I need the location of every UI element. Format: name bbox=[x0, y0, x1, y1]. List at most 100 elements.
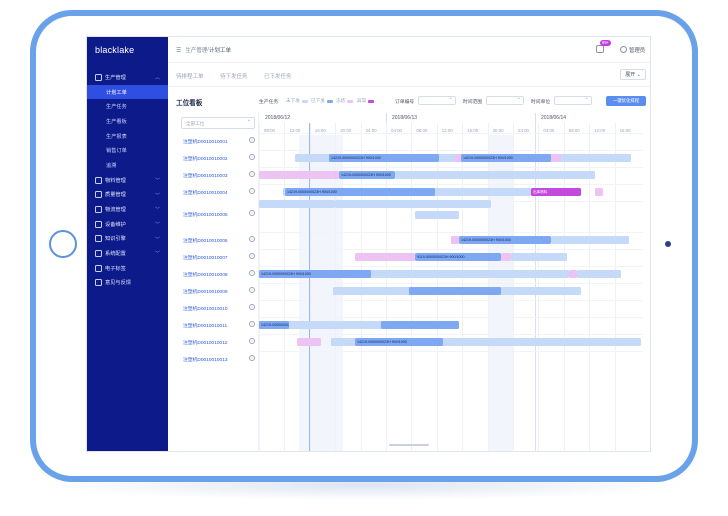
time-range-select[interactable] bbox=[486, 95, 524, 105]
sidebar-item-feedback[interactable]: 意见与反馈 bbox=[87, 276, 168, 291]
time-unit-select[interactable] bbox=[554, 95, 592, 105]
info-icon[interactable]: i bbox=[249, 355, 255, 361]
task-bar[interactable]: 14219-0000000023H 900/1000 bbox=[339, 171, 395, 179]
task-bar[interactable]: 14219-0000000023H 900/1000 bbox=[461, 154, 551, 162]
station-row-label[interactable]: 注塑机D0010010011 bbox=[183, 324, 228, 329]
abnormal-task-bar[interactable]: 出库物料 bbox=[531, 188, 581, 196]
task-bar[interactable] bbox=[569, 270, 577, 278]
station-row-label[interactable]: 注塑机D0010010012 bbox=[183, 341, 228, 346]
optimize-schedule-button[interactable]: 一键优化排程 bbox=[606, 96, 646, 106]
info-icon[interactable]: i bbox=[249, 287, 255, 293]
task-bar[interactable] bbox=[259, 270, 569, 278]
sidebar-item-quality[interactable]: 质量管理 ﹀ bbox=[87, 188, 168, 203]
user-name[interactable]: 管理员 bbox=[629, 48, 646, 54]
sidebar-item-production-report[interactable]: 生产报表 bbox=[106, 133, 127, 140]
home-button[interactable] bbox=[49, 230, 77, 258]
menu-icon[interactable]: ☰ bbox=[176, 47, 182, 54]
info-icon[interactable]: i bbox=[249, 270, 255, 276]
gantt-timeline[interactable]: 2018/06/12 2018/06/13 2018/06/14 08:00 12:00… bbox=[259, 113, 643, 451]
task-bar[interactable]: 9119-0000000023H 900/1000 bbox=[415, 253, 501, 261]
tab-dispatched[interactable]: 已下发任务 bbox=[264, 74, 292, 80]
info-icon[interactable]: i bbox=[249, 338, 255, 344]
info-icon[interactable]: i bbox=[249, 210, 255, 216]
station-row-label[interactable]: 注塑机D0010010004 bbox=[183, 191, 228, 196]
task-bar[interactable] bbox=[355, 253, 415, 261]
info-icon[interactable]: i bbox=[249, 188, 255, 194]
sidebar-item-equipment[interactable]: 设备维护 ﹀ bbox=[87, 217, 168, 232]
task-bar[interactable] bbox=[335, 200, 491, 208]
info-icon[interactable]: i bbox=[249, 171, 255, 177]
mail-icon bbox=[95, 279, 102, 287]
station-select[interactable]: 全部工位 bbox=[181, 117, 255, 129]
info-icon[interactable]: i bbox=[249, 236, 255, 242]
task-bar-label: 14219-0000000023H 900/1000 bbox=[463, 156, 513, 160]
info-icon[interactable]: i bbox=[249, 253, 255, 259]
station-row-label[interactable]: 注塑机D0010010008 bbox=[183, 273, 228, 278]
task-bar[interactable]: 14219-0000000023H 900/1000 bbox=[259, 321, 289, 329]
task-bar[interactable]: 14219-0000000023H 900/1000 bbox=[285, 188, 435, 196]
horizontal-scrollbar[interactable] bbox=[389, 444, 429, 446]
task-bar[interactable]: 14219-0000000023H 900/1000 bbox=[459, 236, 551, 244]
row-divider bbox=[259, 249, 643, 250]
task-bar[interactable] bbox=[451, 236, 459, 244]
task-bar[interactable]: 14219-0000000023H 900/1000 bbox=[259, 270, 371, 278]
task-bar[interactable] bbox=[551, 236, 629, 244]
station-row-label[interactable]: 注塑机D0010010007 bbox=[183, 256, 228, 261]
user-icon[interactable] bbox=[620, 46, 627, 53]
hour-label: 04:00 bbox=[543, 128, 555, 133]
station-row-label[interactable]: 注塑机D0010010001 bbox=[183, 140, 228, 145]
task-bar[interactable] bbox=[551, 154, 561, 162]
task-bar[interactable] bbox=[297, 338, 321, 346]
station-row-label[interactable]: 注塑机D0010010013 bbox=[183, 358, 228, 363]
station-row-label[interactable]: 注塑机D0010010010 bbox=[183, 307, 228, 312]
sidebar-item-sales-orders[interactable]: 销售订单 bbox=[106, 148, 127, 155]
task-bar[interactable] bbox=[455, 154, 461, 162]
sidebar-item-production-tasks[interactable]: 生产任务 bbox=[106, 104, 127, 111]
message-icon[interactable] bbox=[596, 45, 604, 53]
task-bar[interactable] bbox=[395, 171, 595, 179]
task-bar[interactable] bbox=[409, 287, 501, 295]
task-bar[interactable] bbox=[595, 188, 603, 196]
task-bar-label: 出库物料 bbox=[533, 189, 548, 194]
station-row-label[interactable]: 注塑机D0010010003 bbox=[183, 174, 228, 179]
info-icon[interactable]: i bbox=[249, 304, 255, 310]
notification-badge: 99+ bbox=[600, 40, 612, 46]
hour-label: 16:00 bbox=[314, 128, 326, 133]
sidebar-item-knowledge[interactable]: 知识引擎 ﹀ bbox=[87, 232, 168, 247]
task-bar[interactable] bbox=[259, 200, 335, 208]
task-bar[interactable] bbox=[381, 321, 459, 329]
tab-pending-dispatch[interactable]: 待下发任务 bbox=[220, 74, 248, 80]
breadcrumb-parent[interactable]: 生产管理 bbox=[185, 48, 208, 54]
station-row-label[interactable]: 注塑机D0010010005 bbox=[183, 213, 228, 218]
expand-button[interactable]: 展开 ⌄ bbox=[620, 69, 646, 80]
tab-pending-schedule[interactable]: 待排程工单 bbox=[176, 74, 204, 80]
station-row-label[interactable]: 注塑机D0010010002 bbox=[183, 157, 228, 162]
order-select[interactable] bbox=[418, 95, 456, 105]
info-icon[interactable]: i bbox=[249, 137, 255, 143]
sidebar-item-etag[interactable]: 电子标签 bbox=[87, 261, 168, 276]
task-bar[interactable] bbox=[259, 321, 459, 329]
station-row-label[interactable]: 注塑机D0010010006 bbox=[183, 239, 228, 244]
sidebar-item-production-board[interactable]: 生产看板 bbox=[106, 118, 127, 125]
brand-logo: blacklake bbox=[95, 45, 135, 55]
task-bar[interactable] bbox=[331, 338, 641, 346]
task-bar[interactable]: 14219-0000000023H 900/1000 bbox=[355, 338, 443, 346]
legend-unreleased: 未下发 bbox=[286, 98, 308, 104]
task-bar[interactable] bbox=[501, 253, 511, 261]
station-list: 全部工位 注塑机D0010010001 i 注塑机D0010010002 i 注塑机D0… bbox=[177, 113, 259, 451]
sidebar-item-material[interactable]: 物料管理 ﹀ bbox=[87, 173, 168, 188]
station-row-label[interactable]: 注塑机D0010010009 bbox=[183, 290, 228, 295]
info-icon[interactable]: i bbox=[249, 321, 255, 327]
task-bar[interactable] bbox=[415, 211, 459, 219]
sidebar-item-production[interactable]: 生产管理 ︿ bbox=[87, 70, 168, 85]
sidebar-item-logistics[interactable]: 物流管理 ﹀ bbox=[87, 202, 168, 217]
expand-label: 展开 bbox=[625, 72, 636, 78]
sidebar-item-trace[interactable]: 追溯 bbox=[106, 162, 117, 169]
task-bar[interactable] bbox=[511, 253, 567, 261]
task-bar[interactable] bbox=[577, 270, 621, 278]
sidebar-item-system[interactable]: 系统配置 ﹀ bbox=[87, 246, 168, 261]
task-bar[interactable]: 14219-0000000023H 900/1000 bbox=[329, 154, 439, 162]
info-icon[interactable]: i bbox=[249, 154, 255, 160]
task-bar[interactable] bbox=[259, 171, 339, 179]
sidebar-item-plan-orders[interactable]: 计划工单 bbox=[87, 84, 168, 100]
